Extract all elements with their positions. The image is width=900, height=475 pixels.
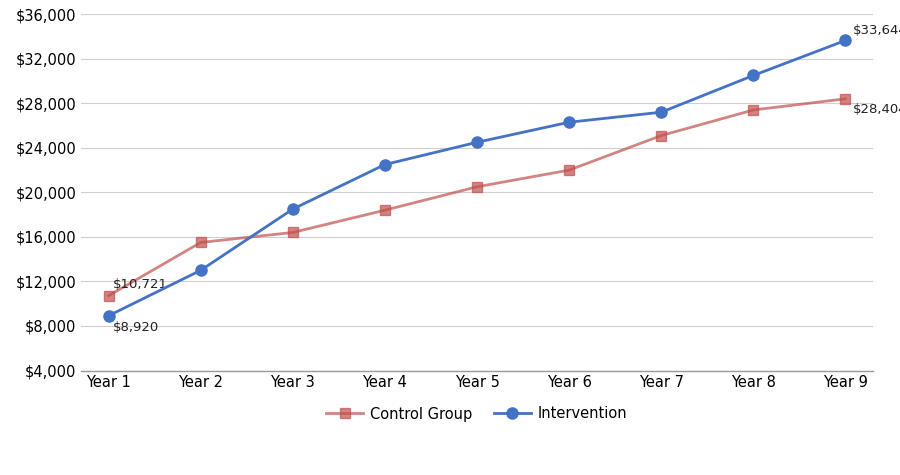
Text: $8,920: $8,920 (113, 321, 159, 333)
Text: $10,721: $10,721 (113, 278, 168, 291)
Control Group (287, 229, 298, 235)
Control Group (195, 239, 206, 245)
Intervention (472, 140, 482, 145)
Control Group (104, 293, 114, 298)
Intervention (563, 119, 574, 125)
Control Group (656, 133, 667, 138)
Text: $33,644: $33,644 (852, 24, 900, 37)
Control Group (563, 167, 574, 173)
Control Group (840, 96, 850, 102)
Legend: Control Group, Intervention: Control Group, Intervention (320, 401, 634, 428)
Control Group (748, 107, 759, 113)
Intervention (287, 206, 298, 212)
Intervention (104, 313, 114, 319)
Control Group (380, 207, 391, 213)
Intervention (656, 109, 667, 115)
Control Group (472, 184, 482, 190)
Line: Intervention: Intervention (104, 35, 850, 321)
Intervention (195, 267, 206, 273)
Intervention (380, 162, 391, 167)
Text: $28,404: $28,404 (852, 103, 900, 115)
Intervention (840, 38, 850, 43)
Line: Control Group: Control Group (104, 94, 850, 301)
Intervention (748, 73, 759, 78)
